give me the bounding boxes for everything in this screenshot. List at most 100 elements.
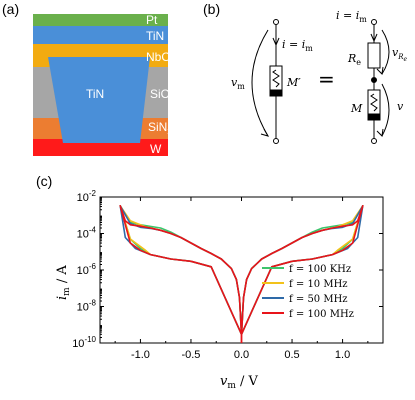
vre-label: vRe: [392, 46, 408, 63]
vm-arc-head: [260, 128, 270, 137]
layer-w: [33, 139, 168, 156]
y-tick-label: 10-4: [77, 226, 97, 241]
y-tick-label-base: 10: [77, 265, 89, 277]
sio2-sub: 2: [170, 93, 175, 103]
vre-sub: R: [397, 53, 404, 61]
nbox-sub: x: [171, 56, 176, 66]
equals-sign: =: [318, 67, 335, 91]
layer-tin-top: [33, 26, 168, 44]
legend-label: f = 10 MHz: [289, 279, 348, 290]
v-arc-head: [376, 128, 384, 138]
node-bottom-left: [273, 138, 279, 144]
vm-sub: m: [237, 82, 245, 91]
x-axis-label: vm / V: [220, 374, 259, 391]
x-tick-label: 0.5: [284, 349, 299, 361]
sio2-main: SiO: [150, 87, 170, 101]
current-right-main: i = i: [336, 9, 359, 22]
memristor-m-prime-zigzag: [272, 69, 280, 88]
vre-arc: [381, 29, 390, 75]
y-tick-label-base: 10: [77, 229, 89, 241]
layer-pt: [33, 14, 168, 26]
vm-main: v: [231, 76, 238, 89]
y-tick-label-base: 10: [77, 302, 89, 314]
node-bottom-right: [371, 138, 377, 144]
series-line-negative: [119, 205, 243, 335]
node-mid-right: [371, 77, 377, 83]
vre-main: v: [392, 46, 399, 59]
circuit-diagram: [251, 19, 390, 144]
y-tick-label-base: 10: [77, 192, 89, 204]
series-line-positive: [240, 205, 364, 335]
y-tick-label: 10-2: [77, 189, 97, 204]
arrow-i-right: [370, 33, 378, 43]
v-arc: [381, 83, 390, 137]
arrow-i-left: [272, 37, 280, 47]
x-tick-label: 0.0: [234, 349, 249, 361]
y-tick-label-exp: -10: [84, 335, 96, 344]
current-left-main: i = i: [282, 38, 305, 51]
y-tick-label-exp: -2: [89, 189, 97, 198]
y-tick-label-exp: -4: [89, 226, 97, 235]
v-label: v: [397, 100, 404, 113]
y-axis-label-main: i: [55, 296, 70, 300]
legend-label: f = 100 MHz: [289, 309, 354, 320]
re-label: Re: [347, 52, 361, 67]
current-label-left: i = im: [282, 38, 313, 53]
y-axis-label: im / A: [55, 265, 72, 300]
layer-label-w: W: [150, 142, 162, 156]
circuit-labels: i = im vm M′ = i = im Re vRe M v: [231, 9, 408, 115]
y-tick-label-exp: -8: [89, 299, 97, 308]
vre-arc-head: [376, 66, 384, 76]
current-right-sub: m: [359, 15, 367, 24]
node-top-left: [273, 19, 279, 25]
node-top-right: [371, 19, 377, 25]
layer-label-sinx: SiNx: [148, 120, 172, 136]
re-sub: e: [356, 58, 361, 67]
legend-label: f = 50 MHz: [289, 294, 348, 305]
m-label: M: [350, 102, 363, 115]
layer-label-pt: Pt: [146, 13, 158, 27]
device-stack: Pt TiN NbOx SiO2 SiNx W TiN: [33, 13, 176, 156]
x-tick-label: 1.0: [335, 349, 350, 361]
sinx-sub: x: [167, 126, 172, 136]
legend: f = 100 KHz f = 10 MHz f = 50 MHz f = 100 M…: [262, 264, 354, 320]
vm-arc: [251, 29, 269, 137]
panel-a-label: (a): [2, 1, 19, 17]
memristor-m-zigzag: [370, 93, 378, 112]
vre-subsub: e: [404, 56, 408, 63]
panel-b-label: (b): [203, 1, 220, 17]
series-group: [119, 205, 364, 343]
vm-label: vm: [231, 76, 245, 91]
resistor-re: [367, 42, 381, 69]
tin-via: [48, 57, 150, 143]
sinx-main: SiN: [148, 120, 167, 134]
current-left-sub: m: [305, 44, 313, 53]
nbox-main: NbO: [146, 50, 171, 64]
x-axis-label-main: v: [220, 374, 228, 389]
y-tick-label: 10-8: [77, 299, 97, 314]
y-tick-label: 10-6: [77, 262, 97, 277]
layer-label-nbox: NbOx: [146, 50, 176, 66]
y-tick-label-base: 10: [72, 338, 84, 350]
memristor-m-band: [367, 113, 381, 121]
x-axis-label-unit: / V: [236, 374, 259, 389]
legend-label: f = 100 KHz: [289, 264, 351, 275]
y-tick-label-exp: -6: [89, 262, 97, 271]
y-axis-label-sub: m: [62, 287, 72, 296]
x-axis-label-sub: m: [227, 381, 236, 391]
layer-label-tin: TiN: [146, 29, 164, 43]
memristor-m-prime-band: [269, 89, 283, 97]
via-label: TiN: [86, 87, 104, 101]
x-tick-label: -1.0: [131, 349, 150, 361]
m-prime-label: M′: [286, 76, 301, 89]
re-main: R: [347, 52, 356, 65]
layer-label-sio2: SiO2: [150, 87, 175, 103]
x-tick-label: -0.5: [181, 349, 200, 361]
y-axis-label-unit: / A: [55, 265, 70, 288]
current-label-right: i = im: [336, 9, 367, 24]
series-line-negative: [119, 205, 243, 335]
panel-c-label: (c): [36, 173, 52, 189]
